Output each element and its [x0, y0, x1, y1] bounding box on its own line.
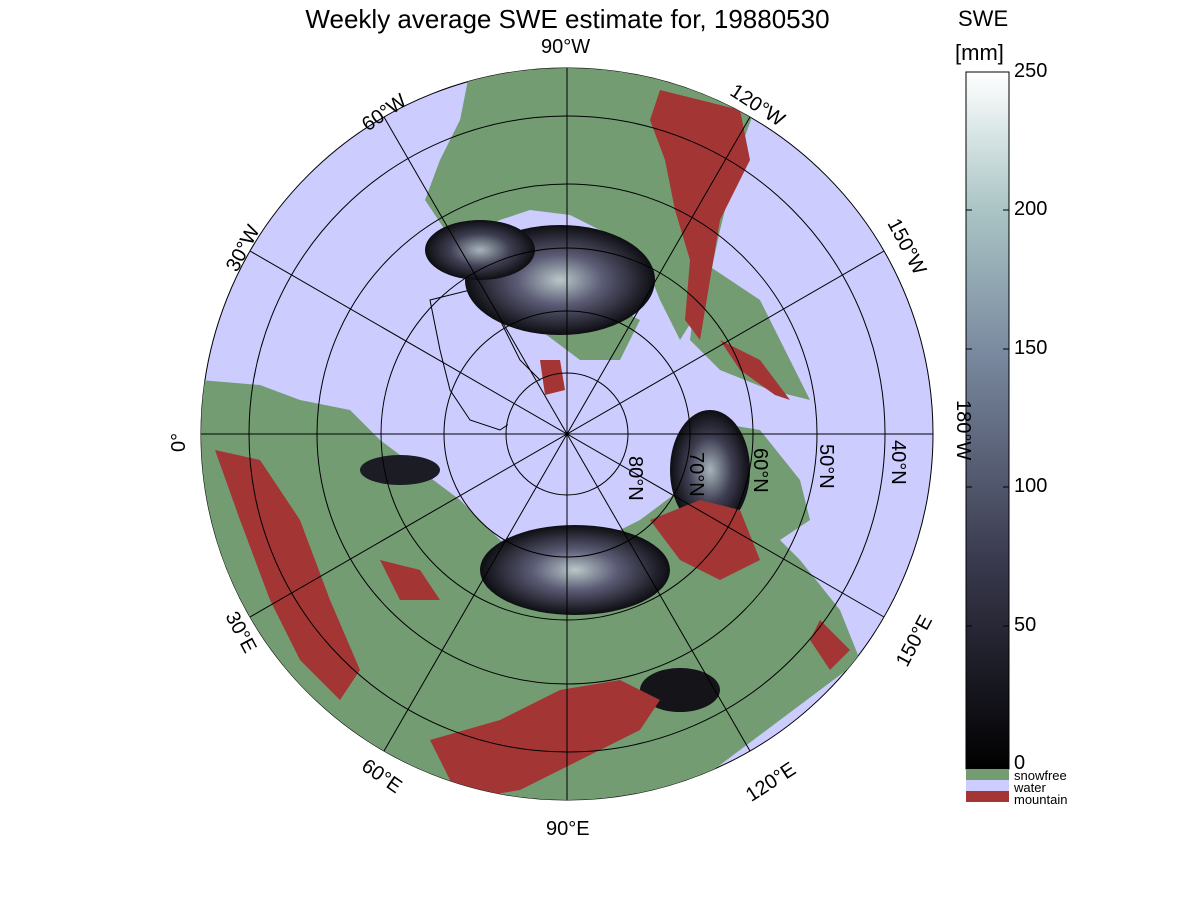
lat-label-40n: 40°N — [887, 440, 909, 485]
lat-label-60n: 60°N — [749, 448, 771, 493]
colorbar-tick-200: 200 — [1014, 198, 1048, 220]
legend-swatch-water — [966, 780, 1009, 791]
mountain-caucasus — [380, 560, 440, 600]
lat-label-80n: 80°N — [624, 456, 646, 501]
mountain-alaska — [720, 340, 790, 400]
lon-label-180w: 180°W — [952, 400, 974, 461]
graticule — [201, 68, 933, 800]
colorbar-tick-0: 0 — [1014, 752, 1026, 774]
mountain-rockies — [650, 90, 750, 340]
mountain-east-siberia — [650, 500, 760, 580]
map-title: Weekly average SWE estimate for, 1988053… — [305, 4, 830, 34]
lat-label-50n: 50°N — [815, 444, 837, 489]
colorbar-tick-100: 100 — [1014, 475, 1048, 497]
lat-label-70n: 70°N — [685, 452, 707, 497]
legend-label-mountain: mountain — [1014, 792, 1068, 807]
swe-region-hudson — [425, 220, 535, 280]
lon-label-90w: 90°W — [541, 36, 591, 58]
colorbar-tick-150: 150 — [1014, 337, 1048, 359]
swe-region-scandinavia — [360, 455, 440, 485]
colorbar-title-swe: SWE — [958, 6, 1009, 31]
swe-region-mongolia — [640, 668, 720, 712]
legend-label-water: water — [1014, 780, 1046, 795]
lon-label-90e: 90°E — [546, 818, 590, 840]
meridian-150w-30e — [249, 250, 885, 618]
lon-label-0: 0° — [168, 432, 190, 452]
legend-label-snowfree: snowfree — [1014, 768, 1067, 783]
colorbar-tick-250: 250 — [1014, 60, 1048, 82]
swe-region-siberia — [480, 525, 670, 615]
mountain-europe — [215, 450, 360, 700]
colorbar-gradient — [965, 71, 1010, 770]
mountain-kamchatka — [810, 620, 850, 670]
colorbar-title-units: [mm] — [955, 40, 1004, 65]
alaska-landmass — [690, 260, 810, 400]
mountain-central-asia — [430, 680, 660, 800]
legend-swatch-mountain — [966, 791, 1009, 802]
colorbar-ticks — [966, 71, 1009, 627]
mountain-ural — [540, 360, 565, 395]
legend-swatch-snowfree — [966, 769, 1009, 780]
colorbar-tick-50: 50 — [1014, 614, 1037, 636]
